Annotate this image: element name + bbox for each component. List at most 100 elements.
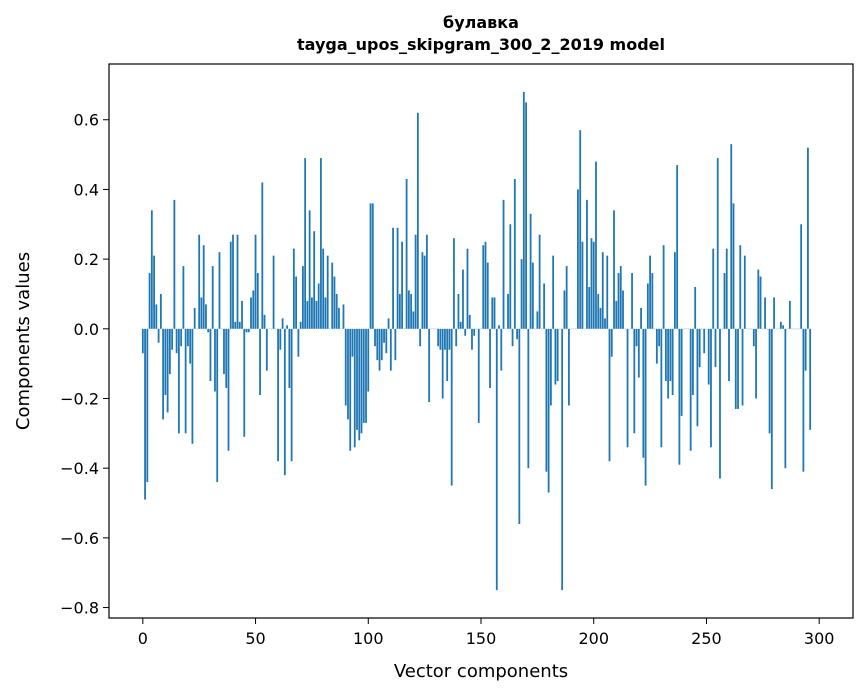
bar bbox=[205, 304, 207, 329]
bar bbox=[520, 259, 523, 329]
bar bbox=[405, 178, 408, 329]
bar bbox=[707, 328, 710, 385]
bar bbox=[243, 328, 246, 437]
bar bbox=[277, 328, 279, 462]
bar bbox=[637, 328, 640, 378]
bar bbox=[649, 255, 651, 329]
bar bbox=[755, 328, 757, 399]
bar bbox=[527, 328, 530, 469]
bar bbox=[453, 238, 455, 329]
bar bbox=[608, 328, 611, 462]
bar bbox=[606, 255, 609, 329]
bar bbox=[500, 328, 503, 371]
bar bbox=[232, 234, 234, 329]
bar bbox=[599, 307, 602, 329]
bar bbox=[380, 328, 383, 361]
bar bbox=[450, 328, 453, 486]
bar bbox=[428, 328, 431, 402]
bar bbox=[335, 293, 338, 329]
bar bbox=[568, 328, 570, 406]
bar bbox=[804, 328, 807, 371]
bar bbox=[437, 328, 440, 347]
bar bbox=[410, 293, 413, 329]
bar bbox=[225, 328, 228, 389]
bar bbox=[306, 300, 309, 329]
y-tick-label: 0.4 bbox=[74, 180, 99, 199]
chart-title-group: булавка tayga_upos_skipgram_300_2_2019 m… bbox=[297, 13, 665, 54]
bars-group bbox=[141, 91, 812, 591]
bar bbox=[482, 245, 485, 329]
bar bbox=[389, 328, 392, 371]
bar bbox=[588, 286, 591, 329]
bar bbox=[737, 328, 739, 409]
bar bbox=[692, 328, 694, 396]
bar bbox=[543, 283, 546, 329]
bar bbox=[308, 210, 311, 329]
x-tick-label: 300 bbox=[804, 629, 835, 648]
bar bbox=[734, 328, 737, 409]
bar bbox=[416, 112, 419, 329]
bar bbox=[759, 276, 762, 329]
bar bbox=[412, 311, 415, 329]
y-tick-label: −0.6 bbox=[60, 529, 99, 548]
bar bbox=[218, 252, 221, 329]
bar bbox=[610, 328, 613, 357]
bar bbox=[313, 231, 316, 329]
bar bbox=[664, 328, 667, 382]
bar bbox=[227, 328, 230, 451]
bar bbox=[376, 328, 379, 361]
bar bbox=[800, 224, 803, 329]
bar bbox=[283, 328, 286, 476]
bar bbox=[173, 199, 176, 329]
bar bbox=[633, 328, 636, 434]
bar bbox=[502, 199, 505, 329]
bar bbox=[290, 328, 293, 462]
bar bbox=[484, 241, 487, 329]
bar bbox=[644, 328, 647, 486]
x-tick-label: 250 bbox=[691, 629, 722, 648]
bar bbox=[773, 297, 775, 329]
bar bbox=[238, 321, 241, 329]
bar bbox=[622, 290, 624, 329]
bar bbox=[680, 328, 683, 416]
bar bbox=[164, 328, 167, 396]
bar bbox=[712, 248, 715, 329]
bar bbox=[770, 328, 773, 490]
bar bbox=[468, 314, 471, 329]
bar bbox=[401, 241, 403, 329]
y-tick-label: −0.2 bbox=[60, 389, 99, 408]
bar bbox=[304, 158, 307, 329]
bar bbox=[333, 276, 336, 329]
bar bbox=[671, 328, 674, 396]
bar bbox=[660, 328, 663, 448]
bar bbox=[200, 297, 203, 329]
bar bbox=[439, 328, 442, 350]
bar bbox=[236, 234, 239, 329]
bar bbox=[356, 328, 358, 430]
bar bbox=[518, 328, 521, 524]
bar bbox=[662, 245, 665, 329]
bar bbox=[507, 293, 509, 329]
bar bbox=[180, 328, 183, 347]
bar bbox=[739, 245, 742, 329]
bar bbox=[162, 328, 165, 420]
bar bbox=[425, 234, 428, 329]
bar bbox=[757, 269, 760, 329]
bar bbox=[241, 300, 243, 329]
bar bbox=[155, 304, 158, 329]
bar bbox=[592, 241, 595, 329]
y-axis-label: Components values bbox=[13, 252, 34, 430]
bar bbox=[531, 262, 534, 329]
bar bbox=[581, 241, 584, 329]
bar bbox=[669, 328, 672, 382]
bar bbox=[374, 328, 376, 347]
bar bbox=[187, 328, 189, 347]
bar bbox=[320, 158, 322, 329]
x-tick-label: 0 bbox=[138, 629, 148, 648]
bar bbox=[398, 293, 401, 329]
bar bbox=[529, 213, 532, 329]
bar bbox=[473, 328, 476, 336]
y-tick-label: 0.6 bbox=[74, 111, 99, 130]
bar bbox=[358, 328, 361, 441]
